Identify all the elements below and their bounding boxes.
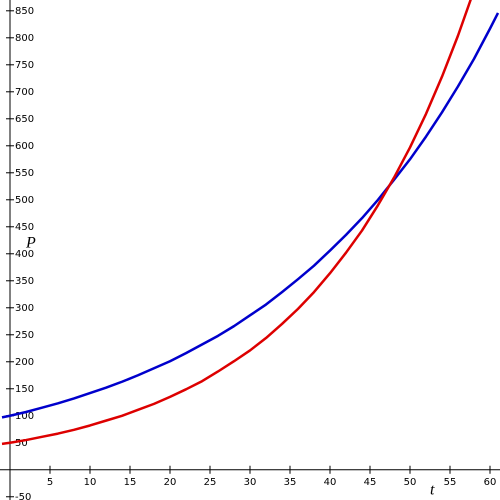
y-tick-label: 200 [15,357,34,368]
x-tick-label: 55 [444,477,457,488]
x-tick-label: 50 [404,477,417,488]
x-tick-label: 45 [364,477,377,488]
y-tick-label: 700 [15,87,34,98]
x-axis-label: t [430,482,435,499]
y-tick-label: 450 [15,222,34,233]
x-tick-label: 30 [244,477,257,488]
x-tick-label: 35 [284,477,297,488]
y-tick-label: 600 [15,141,34,152]
x-tick-label: 20 [164,477,177,488]
y-tick-label: 100 [15,411,34,422]
y-tick-label: 550 [15,168,34,179]
y-tick-label: 300 [15,303,34,314]
y-tick-label: 500 [15,195,34,206]
curve [1,0,472,446]
x-tick-label: 40 [324,477,337,488]
y-tick-label: 250 [15,330,34,341]
x-tick-label: 10 [84,477,97,488]
y-axis-label: P [25,235,36,252]
y-tick-label: 400 [15,249,34,260]
x-tick-label: 60 [484,477,497,488]
y-tick-label: 50 [15,438,28,449]
y-tick-label: 750 [15,60,34,71]
y-tick-label: 800 [15,33,34,44]
y-tick-label: 350 [15,276,34,287]
curve [1,12,500,419]
x-tick-label: 5 [47,477,53,488]
y-tick-label: 650 [15,114,34,125]
x-tick-label: 25 [204,477,217,488]
y-tick-label: -50 [15,492,31,500]
y-tick-label: 150 [15,384,34,395]
x-tick-label: 15 [124,477,137,488]
y-tick-label: 850 [15,6,34,17]
